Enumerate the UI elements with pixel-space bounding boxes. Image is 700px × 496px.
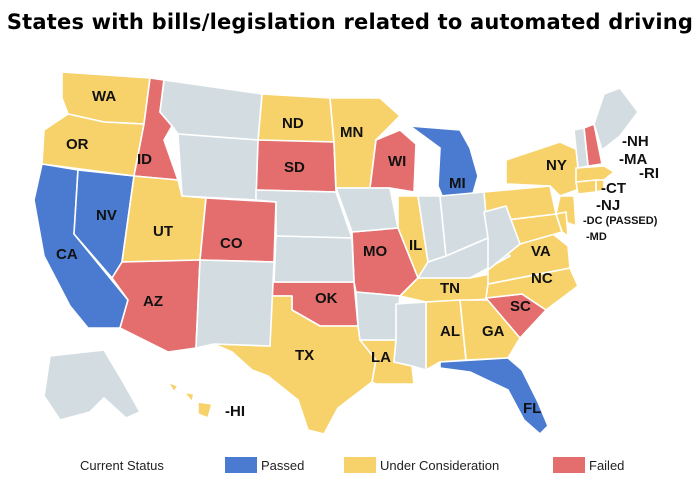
legend-label-under-consideration: Under Consideration: [380, 457, 500, 473]
state-label-ny: NY: [546, 157, 567, 174]
legend-item-under-consideration: Under Consideration: [344, 457, 499, 473]
state-label-ga: GA: [482, 323, 505, 340]
callout-ct: -CT: [601, 180, 626, 197]
callout-nh: -NH: [622, 133, 649, 150]
legend-label-failed: Failed: [589, 457, 625, 473]
state-label-fl: FL: [523, 400, 541, 417]
state-label-al: AL: [440, 323, 460, 340]
callout-nj: -NJ: [596, 197, 620, 214]
state-ar: [355, 291, 401, 341]
state-label-mo: MO: [363, 243, 387, 260]
state-tx: [213, 295, 377, 435]
state-ct: [575, 179, 597, 195]
state-label-la: LA: [371, 349, 391, 366]
state-ny: [505, 141, 583, 197]
state-ma: [575, 165, 615, 183]
callout-ri: -RI: [639, 165, 659, 182]
state-label-ok: OK: [315, 290, 338, 307]
state-mt: [159, 79, 263, 141]
state-ks: [273, 235, 355, 283]
callout-hi: -HI: [225, 403, 245, 420]
map-title: States with bills/legislation related to…: [6, 10, 694, 34]
state-label-wi: WI: [388, 153, 406, 170]
state-nj: [555, 195, 577, 227]
callout-md: -MD: [586, 231, 607, 243]
state-ak: [43, 349, 141, 421]
state-ia: [335, 187, 399, 233]
state-wy: [177, 133, 259, 201]
state-label-wa: WA: [92, 88, 116, 105]
state-label-va: VA: [531, 243, 551, 260]
legend-label-passed: Passed: [261, 457, 305, 473]
state-label-nd: ND: [282, 115, 304, 132]
state-label-ut: UT: [153, 223, 173, 240]
state-vt: [573, 127, 589, 169]
state-label-az: AZ: [143, 293, 163, 310]
state-label-ca: CA: [56, 246, 78, 263]
legend-item-failed: Failed: [553, 457, 624, 473]
state-label-mi: MI: [449, 175, 466, 192]
state-me: [593, 87, 639, 151]
legend: Current Status Passed Under Consideratio…: [0, 452, 700, 482]
state-label-mn: MN: [340, 124, 363, 141]
state-ms: [393, 301, 427, 371]
state-label-id: ID: [137, 151, 152, 168]
state-label-co: CO: [220, 235, 243, 252]
state-co: [199, 197, 277, 263]
state-label-tn: TN: [440, 280, 460, 297]
state-label-nc: NC: [531, 270, 553, 287]
callout-dc: -DC (PASSED): [583, 215, 658, 227]
legend-title: Current Status: [80, 458, 164, 473]
state-label-nv: NV: [96, 207, 117, 224]
legend-swatch-failed: [553, 457, 585, 473]
legend-item-passed: Passed: [225, 457, 304, 473]
callout-ma: -MA: [619, 151, 647, 168]
state-label-tx: TX: [295, 347, 314, 364]
legend-swatch-passed: [225, 457, 257, 473]
legend-swatch-under-consideration: [344, 457, 376, 473]
state-wv: [483, 205, 521, 271]
state-label-il: IL: [409, 237, 422, 254]
state-de: [555, 211, 569, 237]
state-label-sc: SC: [510, 298, 531, 315]
state-label-sd: SD: [284, 159, 305, 176]
state-hi: [167, 381, 213, 419]
state-label-or: OR: [66, 136, 89, 153]
state-nm: [195, 259, 275, 349]
state-fl: [439, 357, 549, 435]
